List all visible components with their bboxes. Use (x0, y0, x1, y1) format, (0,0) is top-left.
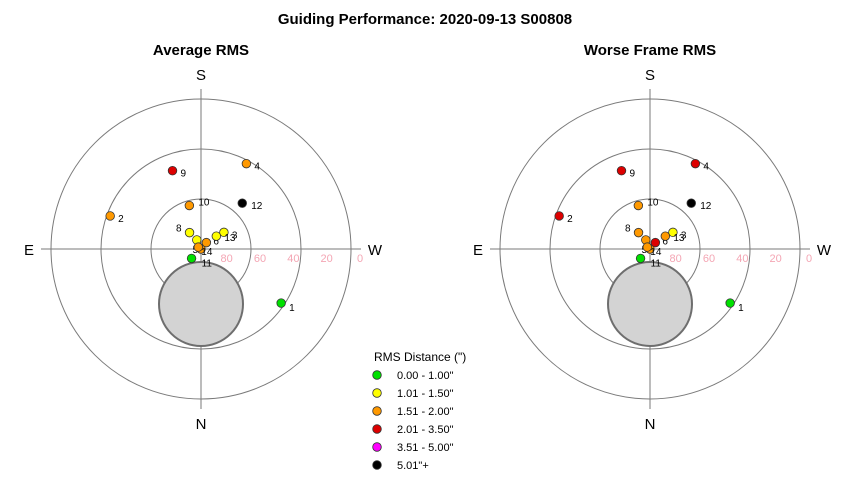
legend-label-5: 5.01"+ (397, 460, 429, 472)
guide-point-9 (167, 165, 178, 176)
legend-label-3: 2.01 - 3.50" (397, 424, 454, 436)
panel-title: Worse Frame RMS (584, 42, 716, 59)
altitude-tick-label: 0 (806, 253, 812, 265)
point-label-6: 6 (662, 237, 668, 248)
legend-label-4: 3.51 - 5.00" (397, 442, 454, 454)
point-label-2: 2 (567, 214, 573, 225)
point-label-3: 3 (232, 230, 238, 241)
altitude-tick-label: 80 (670, 253, 682, 265)
guide-point-2 (105, 211, 115, 221)
point-label-12: 12 (251, 201, 263, 212)
point-label-8: 8 (176, 224, 182, 235)
point-label-6: 6 (213, 237, 219, 248)
altitude-tick-label: 0 (357, 253, 363, 265)
compass-south: S (196, 67, 206, 84)
worse-frame-rms-polar-plot: Worse Frame RMSSNEW806040200123456789101… (473, 42, 832, 433)
altitude-tick-label: 20 (321, 253, 333, 265)
figure-title: Guiding Performance: 2020-09-13 S00808 (278, 11, 572, 28)
point-label-4: 4 (703, 162, 709, 173)
point-label-14: 14 (650, 247, 662, 258)
compass-west: W (817, 242, 832, 259)
legend-marker-3 (372, 424, 382, 434)
guide-point-2 (554, 211, 564, 221)
compass-north: N (645, 416, 656, 433)
guide-point-12 (237, 198, 247, 208)
legend-marker-0 (372, 370, 382, 380)
altitude-tick-label: 20 (770, 253, 782, 265)
legend-marker-5 (372, 460, 382, 470)
point-label-13: 13 (224, 233, 236, 244)
guide-point-3 (668, 227, 678, 238)
point-label-14: 14 (201, 247, 213, 258)
compass-east: E (24, 242, 34, 259)
altitude-tick-label: 40 (287, 253, 299, 265)
guide-point-10 (633, 200, 644, 211)
point-label-10: 10 (198, 198, 210, 209)
panel-title: Average RMS (153, 42, 249, 59)
guide-point-6 (650, 237, 661, 248)
guide-point-1 (725, 298, 735, 308)
point-label-11: 11 (202, 258, 213, 269)
legend-label-0: 0.00 - 1.00" (397, 370, 454, 382)
legend-label-2: 1.51 - 2.00" (397, 406, 454, 418)
guide-point-8 (633, 227, 644, 238)
guide-point-11 (635, 253, 646, 264)
point-label-2: 2 (118, 214, 124, 225)
point-label-8: 8 (625, 224, 631, 235)
compass-west: W (368, 242, 383, 259)
point-label-10: 10 (647, 198, 659, 209)
point-label-9: 9 (629, 169, 635, 180)
guide-point-4 (690, 158, 701, 169)
legend-label-1: 1.01 - 1.50" (397, 388, 454, 400)
rms-distance-legend: RMS Distance (") 0.00 - 1.00" 1.01 - 1.50… (372, 350, 466, 472)
compass-east: E (473, 242, 483, 259)
legend-marker-2 (372, 406, 382, 416)
guide-point-11 (186, 253, 197, 264)
altitude-tick-label: 40 (736, 253, 748, 265)
point-label-1: 1 (738, 303, 744, 314)
guide-point-13 (211, 231, 222, 241)
altitude-tick-label: 60 (254, 253, 266, 265)
point-label-9: 9 (180, 169, 186, 180)
average-rms-polar-plot: Average RMSSNEW8060402001234567891011121… (24, 42, 383, 433)
guide-point-13 (660, 231, 671, 241)
moon-disk (607, 261, 693, 347)
guide-point-10 (184, 200, 195, 211)
point-label-13: 13 (673, 233, 685, 244)
moon-disk (158, 261, 244, 347)
altitude-tick-label: 80 (221, 253, 233, 265)
guide-point-4 (241, 158, 252, 169)
legend-title: RMS Distance (") (374, 350, 466, 364)
altitude-tick-label: 60 (703, 253, 715, 265)
point-label-12: 12 (700, 201, 712, 212)
point-label-3: 3 (681, 230, 687, 241)
guide-point-9 (616, 165, 627, 176)
point-label-4: 4 (254, 162, 260, 173)
guide-point-3 (219, 227, 229, 238)
compass-north: N (196, 416, 207, 433)
legend-marker-1 (372, 388, 382, 398)
guide-point-14 (642, 242, 652, 252)
point-label-11: 11 (651, 258, 662, 269)
point-label-1: 1 (289, 303, 295, 314)
compass-south: S (645, 67, 655, 84)
guide-point-8 (184, 227, 195, 238)
guide-point-12 (686, 198, 696, 208)
guide-point-6 (201, 237, 212, 248)
legend-marker-4 (372, 442, 382, 452)
guide-point-1 (276, 298, 286, 308)
guide-point-14 (193, 242, 203, 252)
